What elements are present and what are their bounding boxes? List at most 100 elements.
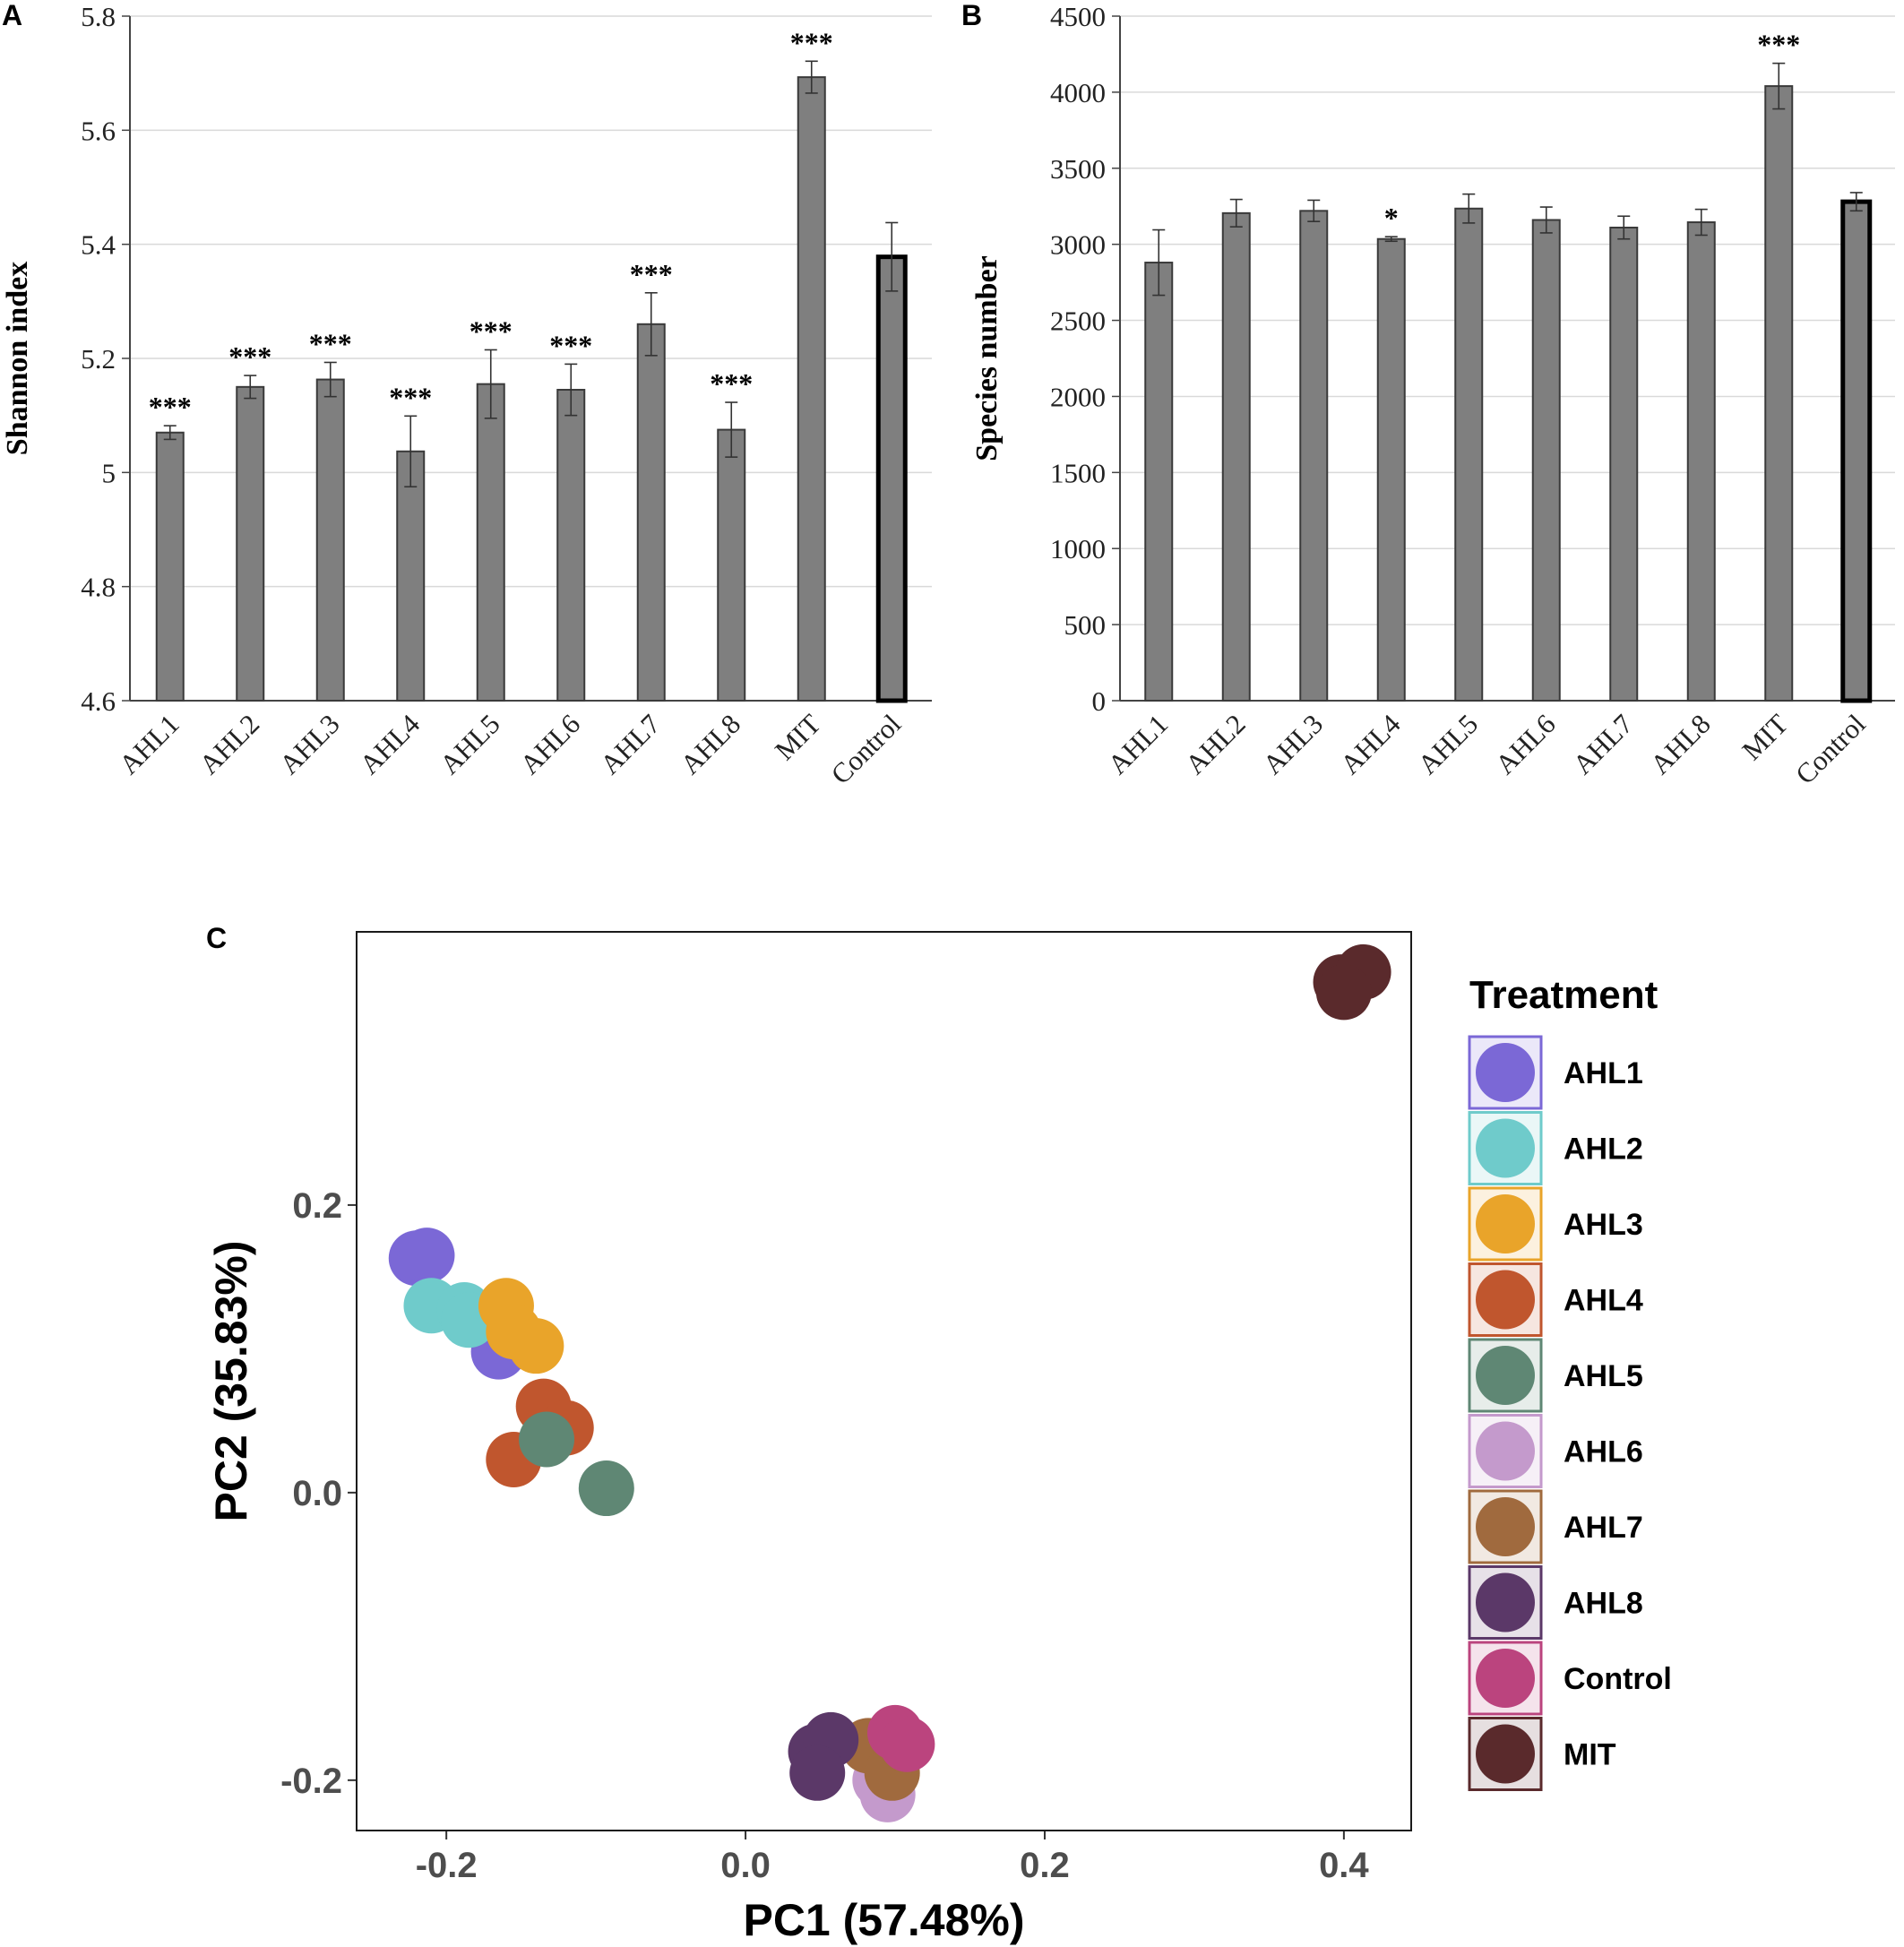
panel-letter-b: B [961,0,982,31]
y-tick-label: 5.4 [81,229,116,261]
legend-item-ahl2: AHL2 [1468,1111,1643,1185]
legend-key-point [1476,1724,1535,1784]
y-axis-title: Species number [970,255,1004,461]
legend-label-control: Control [1564,1662,1672,1696]
legend-label-ahl4: AHL4 [1564,1284,1643,1318]
bar-ahl6 [1531,219,1561,702]
point-ahl8 [789,1745,846,1801]
legend-key-point [1476,1270,1535,1330]
bar-ahl3 [315,378,345,702]
x-tick-label-control: Control [1789,708,1872,790]
legend-label-ahl8: AHL8 [1564,1587,1643,1621]
point-ahl5 [578,1460,634,1517]
x-tick-label-ahl4: AHL4 [1334,708,1407,780]
x-tick-label-ahl3: AHL3 [1256,708,1329,780]
legend-key-point [1476,1572,1535,1633]
significance-label-ahl2: *** [228,340,271,373]
x-tick-label-ahl8: AHL8 [1644,708,1717,780]
x-tick-label-ahl4: AHL4 [353,708,426,780]
legend: Treatment AHL1 AHL2 AHL3 AHL4 AHL5 AHL6 AHL7 AHL… [1468,973,1672,1791]
y-tick-label: 2000 [1050,381,1106,412]
x-tick-label-ahl6: AHL6 [1489,708,1562,780]
y-axis-title: PC2 (35.83%) [206,1240,256,1521]
legend-label-ahl5: AHL5 [1564,1359,1643,1393]
bar-ahl8 [1686,221,1716,702]
y-tick-label: 2500 [1050,306,1106,337]
y-tick-label: 5 [102,457,116,488]
x-tick-label: 0.4 [1319,1846,1369,1885]
legend-item-ahl5: AHL5 [1468,1338,1643,1413]
legend-key-point [1476,1649,1535,1708]
bar-ahl5 [1454,207,1484,702]
bar-ahl6 [556,389,586,702]
bar-ahl4 [396,450,426,702]
x-tick-label-ahl3: AHL3 [273,708,346,780]
significance-label-ahl4: *** [389,381,432,413]
bar-ahl5 [476,383,505,702]
y-tick-label: 0 [1092,685,1107,717]
bar-ahl7 [1609,226,1639,702]
x-tick-label-ahl2: AHL2 [193,708,265,780]
point-ahl3 [508,1318,564,1374]
legend-item-ahl4: AHL4 [1468,1262,1643,1337]
legend-item-ahl7: AHL7 [1468,1489,1643,1564]
x-tick-label-ahl5: AHL5 [434,708,506,780]
y-tick-label: 500 [1064,609,1107,641]
bar-control [1840,199,1873,703]
x-tick-label: -0.2 [416,1846,478,1885]
x-tick-label-ahl5: AHL5 [1411,708,1484,780]
legend-label-ahl6: AHL6 [1564,1435,1643,1469]
x-tick-label-mit: MIT [769,708,827,766]
x-tick-label-ahl6: AHL6 [513,708,586,780]
panel-c-pca-chart: C -0.2 0.0 0.2 0.4 -0.2 0.0 0.2 PC1 (57.48%) PC2 … [206,922,1672,1945]
significance-label-ahl3: *** [309,327,352,359]
legend-key-point [1476,1118,1535,1178]
bar-ahl2 [1221,211,1251,702]
bar-ahl3 [1299,210,1329,702]
x-tick-label-ahl2: AHL2 [1179,708,1252,780]
significance-label-ahl6: *** [549,329,592,361]
legend-label-ahl7: AHL7 [1564,1511,1643,1545]
y-tick-label: 4500 [1050,1,1106,32]
significance-label-ahl4: * [1384,202,1399,234]
legend-key-point [1476,1346,1535,1405]
y-tick-label: 0.0 [292,1474,342,1513]
x-tick-label-ahl7: AHL7 [594,708,667,780]
bar-ahl1 [1144,262,1174,702]
y-tick-label: 0.2 [292,1186,342,1226]
y-tick-label: 4000 [1050,77,1106,108]
bar-ahl7 [636,323,666,702]
panel-letter-a: A [2,0,22,31]
y-tick-label: 1500 [1050,457,1106,488]
y-tick-label: 5.2 [81,343,116,375]
plot-frame [356,931,1412,1831]
point-ahl5 [519,1411,575,1468]
legend-item-ahl6: AHL6 [1468,1414,1643,1488]
significance-label-ahl5: *** [470,314,513,347]
x-tick-label: 0.2 [1020,1846,1070,1885]
y-tick-label: 1000 [1050,533,1106,564]
y-tick-label: 5.6 [81,115,116,146]
legend-key-point [1476,1497,1535,1556]
legend-key-point [1476,1194,1535,1253]
y-tick-label: 3500 [1050,153,1106,185]
significance-label-mit: *** [1757,29,1800,61]
legend-label-ahl3: AHL3 [1564,1208,1643,1242]
point-control [879,1716,935,1772]
legend-label-mit: MIT [1564,1738,1616,1772]
y-tick-label: 4.6 [81,685,116,717]
panel-b-species-chart: B 0 500 1000 1500 2000 2500 3000 3500 4000 4500 Spe… [961,0,1895,790]
legend-title: Treatment [1469,973,1658,1017]
y-tick-label: 5.8 [81,1,116,32]
bar-mit [1764,85,1794,702]
legend-item-ahl1: AHL1 [1468,1035,1643,1110]
x-tick-label-ahl7: AHL7 [1566,708,1639,780]
bar-ahl1 [155,431,185,702]
legend-item-ahl3: AHL3 [1468,1186,1643,1262]
legend-item-control: Control [1468,1641,1672,1716]
y-tick-label: 3000 [1050,229,1106,261]
x-tick-label-ahl8: AHL8 [674,708,746,780]
panel-letter-c: C [206,922,227,954]
panel-a-shannon-chart: A 4.6 4.8 5 5.2 5.4 5.6 5.8 Shannon index *** AHL1… [1,0,932,790]
